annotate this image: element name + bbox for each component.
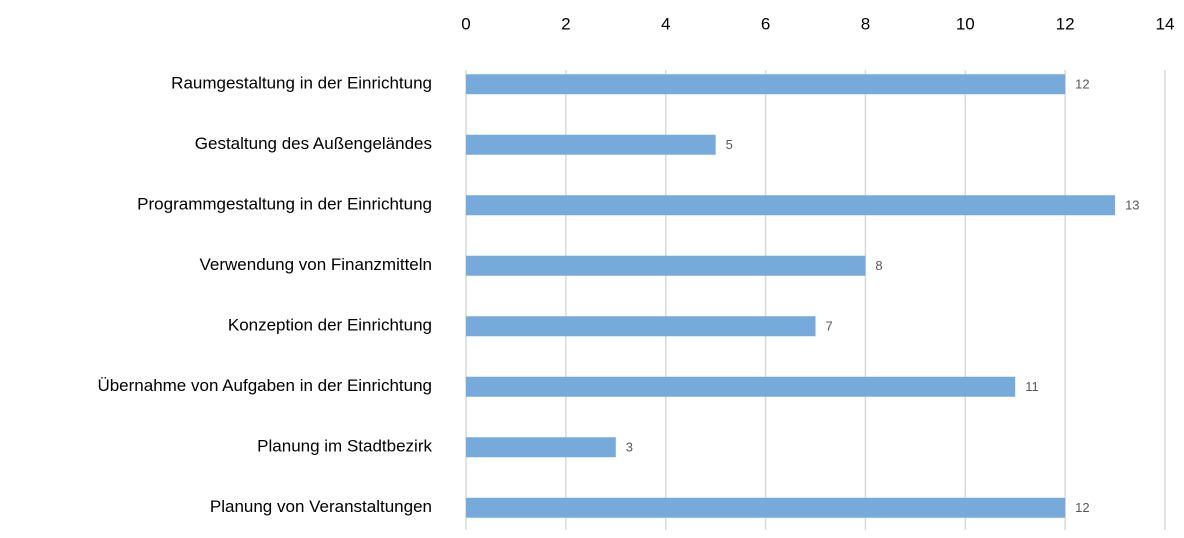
data-label: 7: [826, 319, 833, 334]
data-label: 8: [875, 258, 882, 273]
bar: [466, 74, 1066, 95]
data-label: 5: [726, 137, 733, 152]
x-tick-label: 12: [1056, 14, 1075, 33]
x-tick-label: 8: [861, 14, 870, 33]
data-label: 3: [626, 440, 633, 455]
y-tick-label: Verwendung von Finanzmitteln: [200, 255, 432, 274]
data-label: 12: [1075, 77, 1089, 92]
data-label: 11: [1025, 379, 1039, 394]
x-tick-label: 4: [661, 14, 670, 33]
y-tick-label: Gestaltung des Außengeländes: [195, 134, 432, 153]
y-tick-label: Übernahme von Aufgaben in der Einrichtun…: [97, 376, 432, 395]
bar: [466, 134, 716, 155]
y-tick-label: Programmgestaltung in der Einrichtung: [137, 195, 432, 214]
x-tick-label: 10: [956, 14, 975, 33]
bar: [466, 255, 866, 276]
data-label: 12: [1075, 500, 1089, 515]
x-tick-label: 14: [1156, 14, 1175, 33]
x-tick-label: 0: [461, 14, 470, 33]
y-tick-label: Konzeption der Einrichtung: [228, 316, 432, 335]
data-label: 13: [1125, 198, 1139, 213]
x-tick-label: 6: [761, 14, 770, 33]
y-tick-label: Planung im Stadtbezirk: [257, 437, 432, 456]
bar: [466, 437, 616, 458]
x-tick-label: 2: [561, 14, 570, 33]
bar: [466, 195, 1116, 216]
bar: [466, 497, 1066, 518]
bar: [466, 376, 1016, 397]
y-tick-label: Raumgestaltung in der Einrichtung: [171, 74, 432, 93]
y-tick-label: Planung von Veranstaltungen: [210, 497, 432, 516]
bar: [466, 316, 816, 337]
